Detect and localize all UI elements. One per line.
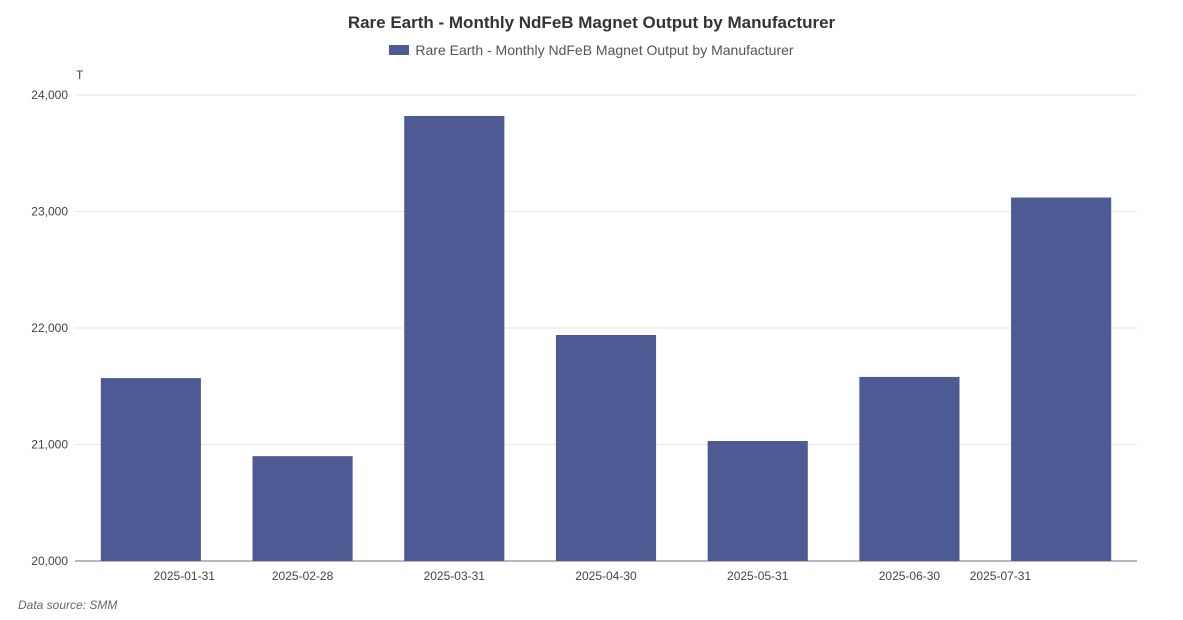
bar [555,334,657,561]
data-source-note: Data source: SMM [18,598,118,612]
y-tick-label: 24,000 [31,88,68,102]
bar [707,441,808,561]
x-tick-label: 2025-06-30 [879,569,941,583]
x-tick-label: 2025-02-28 [272,569,334,583]
x-tick-label: 2025-04-30 [575,569,637,583]
y-tick-label: 21,000 [31,438,68,452]
legend-swatch [389,45,410,55]
y-tick-label: 23,000 [31,205,68,219]
y-axis-unit: T [76,68,84,82]
bar [252,456,353,561]
x-tick-label: 2025-03-31 [424,569,486,583]
bar [1011,197,1112,561]
chart-title: Rare Earth - Monthly NdFeB Magnet Output… [347,13,836,32]
bar [100,378,201,561]
bar [859,376,960,561]
x-tick-label: 2025-05-31 [727,569,789,583]
legend-label: Rare Earth - Monthly NdFeB Magnet Output… [415,42,794,58]
y-tick-label: 20,000 [31,554,68,568]
y-tick-label: 22,000 [31,321,68,335]
x-tick-label: 2025-01-31 [154,569,216,583]
legend[interactable]: Rare Earth - Monthly NdFeB Magnet Output… [0,42,1183,58]
x-tick-label: 2025-07-31 [970,569,1032,583]
bar [404,115,505,561]
